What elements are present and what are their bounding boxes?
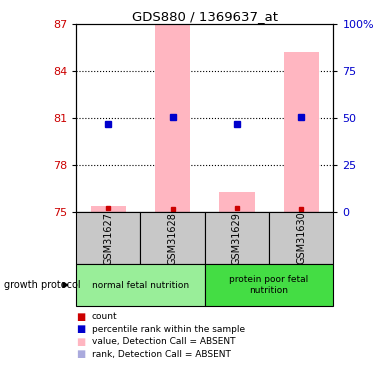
Bar: [205, 264, 333, 306]
Text: ■: ■: [76, 349, 85, 359]
Bar: [269, 212, 333, 264]
Bar: [219, 192, 255, 212]
Bar: [76, 264, 205, 306]
Text: count: count: [92, 312, 117, 321]
Bar: [140, 212, 205, 264]
Text: GSM31630: GSM31630: [296, 212, 306, 264]
Text: GSM31627: GSM31627: [103, 211, 113, 265]
Text: value, Detection Call = ABSENT: value, Detection Call = ABSENT: [92, 337, 235, 346]
Text: GSM31628: GSM31628: [168, 211, 177, 265]
Text: percentile rank within the sample: percentile rank within the sample: [92, 325, 245, 334]
Bar: [90, 206, 126, 212]
Text: normal fetal nutrition: normal fetal nutrition: [92, 280, 189, 290]
Text: rank, Detection Call = ABSENT: rank, Detection Call = ABSENT: [92, 350, 230, 358]
Text: ■: ■: [76, 312, 85, 322]
Title: GDS880 / 1369637_at: GDS880 / 1369637_at: [132, 10, 278, 23]
Text: GSM31629: GSM31629: [232, 211, 242, 265]
Text: ■: ■: [76, 324, 85, 334]
Text: ■: ■: [76, 337, 85, 346]
Text: protein poor fetal
nutrition: protein poor fetal nutrition: [229, 275, 309, 295]
Bar: [76, 212, 140, 264]
Bar: [284, 53, 319, 212]
Bar: [205, 212, 269, 264]
Text: growth protocol: growth protocol: [4, 280, 80, 290]
Bar: [155, 24, 190, 212]
